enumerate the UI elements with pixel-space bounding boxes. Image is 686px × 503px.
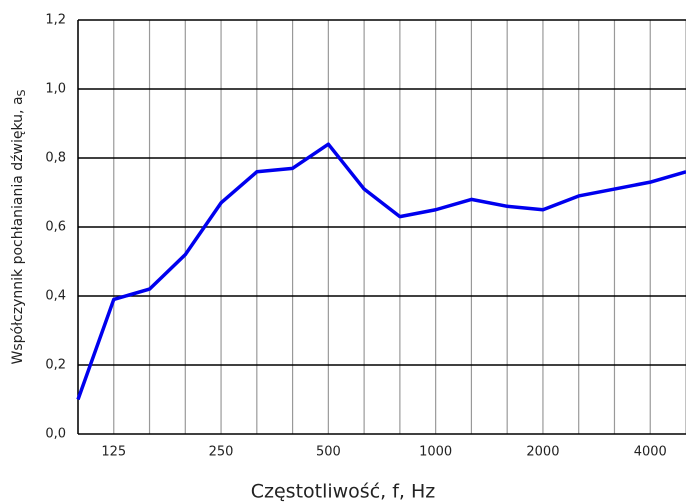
y-tick-label: 0,4 bbox=[45, 289, 66, 304]
x-tick-label: 125 bbox=[101, 445, 126, 460]
data-line bbox=[76, 142, 686, 401]
y-axis-title-main: Współczynnik pochłaniania dźwięku, a bbox=[10, 96, 26, 364]
y-tick-label: 0,8 bbox=[45, 151, 66, 166]
x-tick-label: 1000 bbox=[419, 445, 452, 460]
y-tick-label: 0,0 bbox=[45, 427, 66, 442]
x-tick-label: 500 bbox=[316, 445, 341, 460]
x-axis-title: Częstotliwość, f, Hz bbox=[251, 481, 436, 503]
x-tick-label: 2000 bbox=[526, 445, 559, 460]
x-tick-label: 4000 bbox=[634, 445, 667, 460]
y-tick-label: 0,6 bbox=[45, 220, 66, 235]
y-tick-label: 0,2 bbox=[45, 358, 66, 373]
x-tick-label: 250 bbox=[209, 445, 234, 460]
y-tick-label: 1,2 bbox=[45, 13, 66, 28]
y-tick-label: 1,0 bbox=[45, 82, 66, 97]
y-axis-title-sub: S bbox=[15, 89, 28, 96]
y-axis-title: Współczynnik pochłaniania dźwięku, aS bbox=[10, 89, 28, 364]
